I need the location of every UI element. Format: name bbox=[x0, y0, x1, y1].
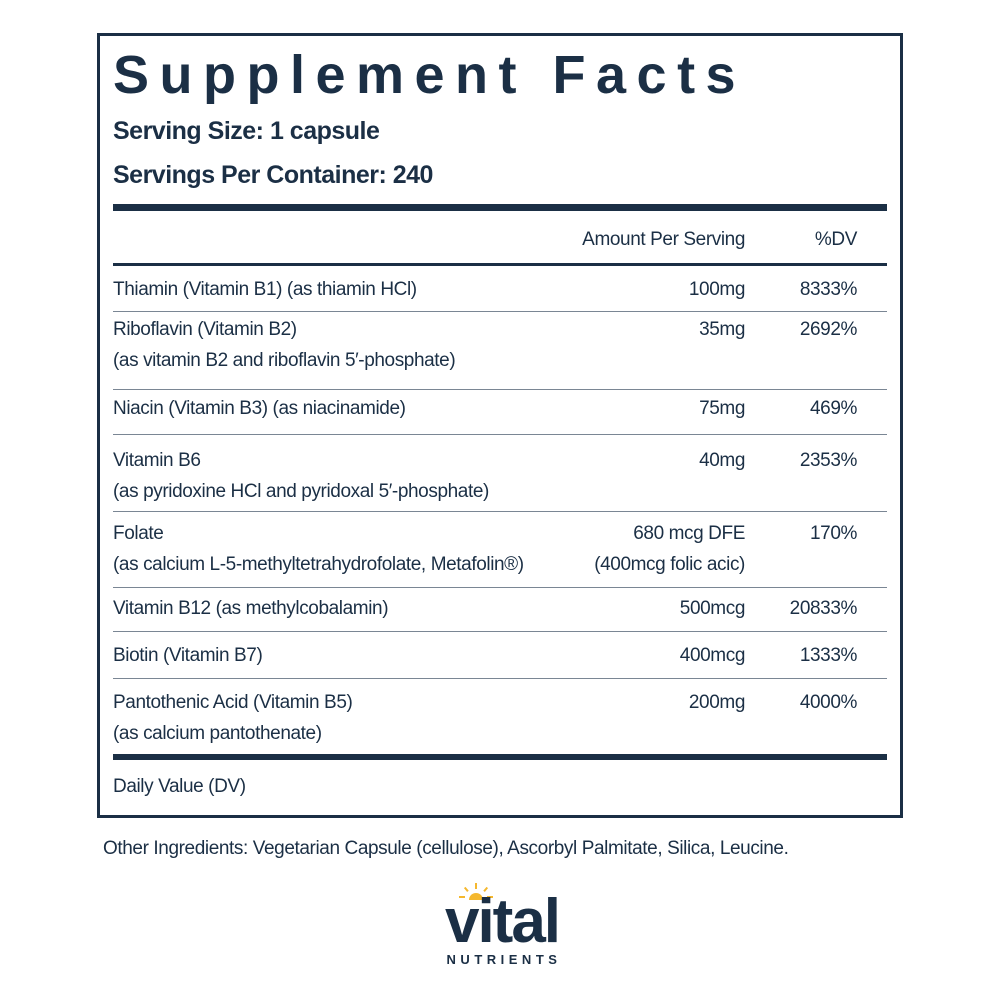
dv-header: %DV bbox=[814, 229, 857, 250]
nutrient-amount: 75mg bbox=[699, 398, 745, 419]
header-divider bbox=[113, 263, 887, 266]
nutrient-source: (as calcium pantothenate) bbox=[113, 723, 322, 744]
nutrient-source: (as pyridoxine HCl and pyridoxal 5′-phos… bbox=[113, 481, 489, 502]
nutrient-name: Vitamin B12 (as methylcobalamin) bbox=[113, 598, 389, 619]
panel-title: Supplement Facts bbox=[113, 45, 747, 105]
nutrient-name: Pantothenic Acid (Vitamin B5) bbox=[113, 692, 353, 713]
nutrient-name: Niacin (Vitamin B3) (as niacinamide) bbox=[113, 398, 406, 419]
nutrient-source: (as calcium L-5-methyltetrahydrofolate, … bbox=[113, 554, 524, 575]
amount-header: Amount Per Serving bbox=[582, 229, 745, 250]
nutrient-amount: 400mcg bbox=[679, 645, 746, 666]
nutrient-amount-detail: (400mcg folic acic) bbox=[594, 554, 745, 575]
other-ingredients: Other Ingredients: Vegetarian Capsule (c… bbox=[103, 838, 789, 859]
svg-text:NUTRIENTS: NUTRIENTS bbox=[447, 952, 562, 967]
vital-nutrients-logo: vital NUTRIENTS bbox=[445, 883, 562, 967]
nutrient-dv: 170% bbox=[810, 523, 857, 544]
nutrient-dv: 8333% bbox=[799, 279, 858, 300]
nutrient-name: Riboflavin (Vitamin B2) bbox=[113, 319, 297, 340]
nutrient-source: (as vitamin B2 and riboflavin 5′-phospha… bbox=[113, 350, 456, 371]
row-divider bbox=[113, 389, 887, 390]
row-divider bbox=[113, 754, 887, 760]
row-divider bbox=[113, 631, 887, 632]
nutrient-amount: 680 mcg DFE bbox=[633, 523, 745, 544]
servings-per-container: Servings Per Container: 240 bbox=[113, 161, 433, 189]
nutrient-dv: 2692% bbox=[799, 319, 858, 340]
svg-text:vital: vital bbox=[445, 887, 559, 956]
nutrient-name: Vitamin B6 bbox=[113, 450, 201, 471]
row-divider bbox=[113, 587, 887, 588]
nutrient-name: Thiamin (Vitamin B1) (as thiamin HCl) bbox=[113, 279, 417, 300]
row-divider bbox=[113, 311, 887, 312]
nutrient-name: Folate bbox=[113, 523, 164, 544]
nutrient-amount: 40mg bbox=[699, 450, 745, 471]
nutrient-dv: 20833% bbox=[789, 598, 858, 619]
footnote: Daily Value (DV) bbox=[113, 776, 246, 797]
nutrient-name: Biotin (Vitamin B7) bbox=[113, 645, 263, 666]
serving-size: Serving Size: 1 capsule bbox=[113, 117, 380, 145]
nutrient-amount: 200mg bbox=[688, 692, 746, 713]
row-divider bbox=[113, 678, 887, 679]
row-divider bbox=[113, 434, 887, 435]
supplement-facts-panel bbox=[97, 33, 903, 818]
nutrient-amount: 35mg bbox=[699, 319, 745, 340]
nutrient-amount: 100mg bbox=[688, 279, 746, 300]
nutrient-amount: 500mcg bbox=[679, 598, 746, 619]
thick-divider bbox=[113, 204, 887, 211]
sun-icon bbox=[459, 883, 493, 900]
nutrient-dv: 1333% bbox=[799, 645, 858, 666]
row-divider bbox=[113, 511, 887, 512]
nutrient-dv: 2353% bbox=[799, 450, 858, 471]
nutrient-dv: 469% bbox=[810, 398, 857, 419]
nutrient-dv: 4000% bbox=[799, 692, 858, 713]
